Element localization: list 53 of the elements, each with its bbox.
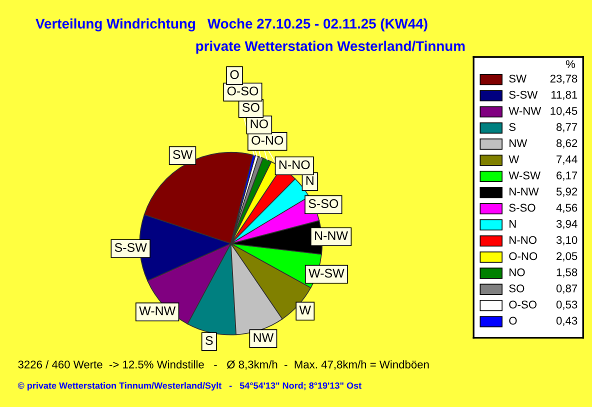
legend-label: N-NO [510,236,537,244]
chart-subtitle: private Wetterstation Westerland/Tinnum [196,40,465,54]
slice-label: S-SO [308,199,338,208]
legend-label: N [510,220,516,228]
legend-label: O [509,316,517,325]
data-label: 6,17 [556,172,578,181]
data-label: 1,58 [556,268,578,278]
data-label: 8,62 [556,139,578,148]
text: © private Wetterstation Tinnum/Westerland/Sylt - 54°54'13" Nord; 8°19'13" Ost [18,382,362,391]
slice-label: S [206,336,213,345]
legend-label: W-SW [508,172,540,180]
slice-label: NO [250,119,268,128]
legend-label: S-SO [509,204,536,212]
legend-label: NW [510,139,528,148]
legend-label: O-SO [509,300,537,309]
legend-label: S-SW [509,90,538,99]
data-label: 0,87 [556,284,578,294]
slice-label: N [306,176,314,185]
legend-label: SO [509,284,524,292]
slice-label: N-NW [315,231,348,240]
data-label: 10,45 [550,106,578,116]
data-label: 5,92 [556,188,578,197]
legend-label: SW [509,74,527,83]
legend-label: S [509,123,516,131]
chart-title: Verteilung Windrichtung Woche 27.10.25 - 02.11.25 (KW44) [36,18,428,32]
legend-label: W [508,156,520,164]
data-label: 2,05 [556,252,578,262]
data-label: 8,77 [556,123,578,132]
data-label: 11,81 [552,90,578,100]
slice-label: W-SW [308,268,344,278]
legend-title: % [566,60,576,68]
data-label: 23,78 [550,74,578,84]
data-label: 4,56 [556,204,578,213]
slice-label: W [299,306,311,314]
legend-label: O-NO [509,252,538,260]
legend-label: W-NW [508,107,542,115]
data-label: 3,10 [556,236,578,246]
data-label: 0,53 [556,300,578,310]
slice-label: SO [242,103,260,112]
slice-label: NW [254,333,274,342]
data-label: 0,43 [556,316,578,326]
slice-label: SW [173,150,193,159]
data-label: 7,44 [556,156,578,165]
slice-label: O [230,70,239,80]
slice-label: N-NO [279,160,310,170]
data-label: 3,94 [556,220,578,230]
text: 3226 / 460 Werte -> 12.5% Windstille - Ø 8,3km/h - Max. 47,8km/h = Windböen [18,360,429,370]
slice-label: S-SW [114,243,147,252]
legend-label: N-NW [510,188,539,196]
legend-label: NO [510,268,525,276]
slice-label: O-SO [227,86,258,96]
slice-label: W-NW [139,306,176,316]
category-label: O-NO [252,136,284,145]
